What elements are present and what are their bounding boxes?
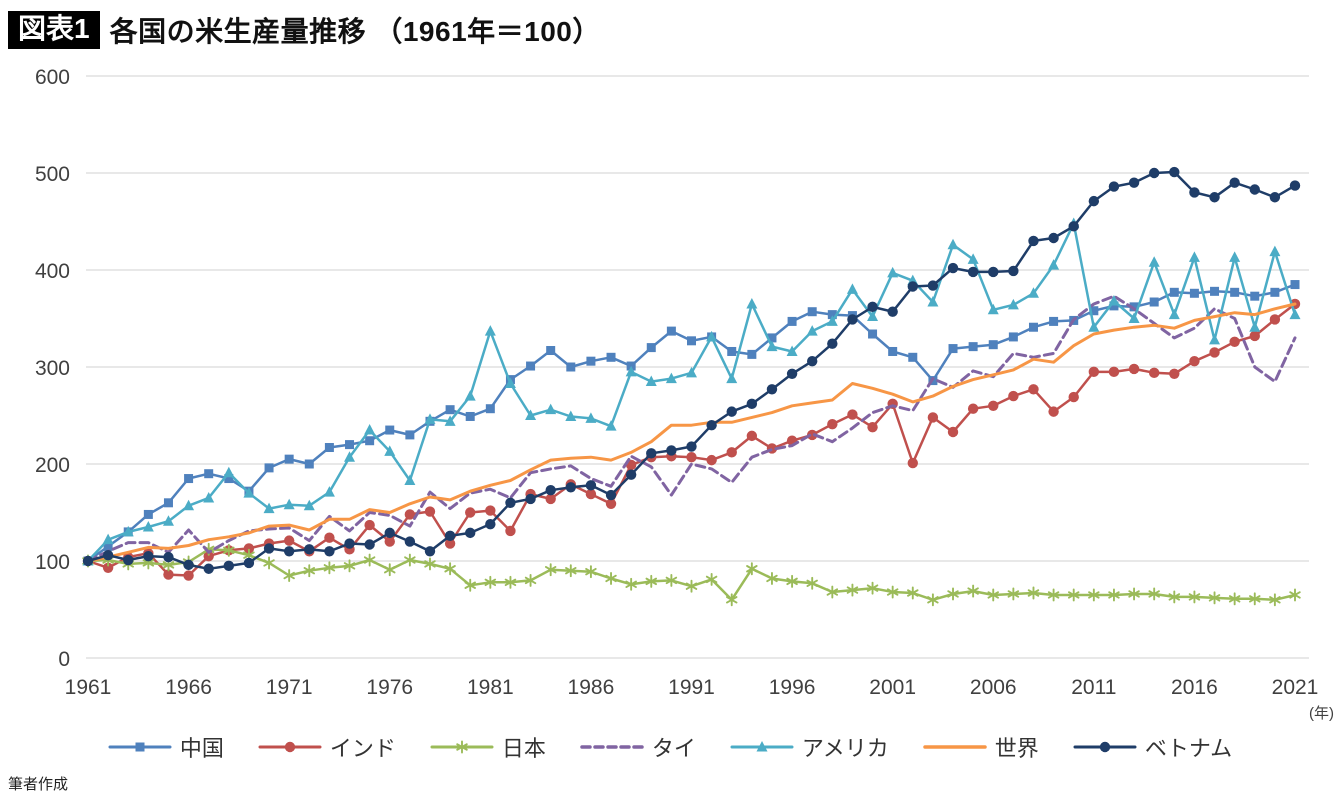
legend-label-vietnam: ベトナム	[1144, 736, 1233, 761]
y-tick-label: 300	[35, 357, 70, 380]
x-axis-unit: (年)	[1309, 705, 1334, 722]
y-tick-label: 0	[58, 648, 70, 671]
chart-area: 0 100 200 300 400 500 600 1961 1966 1971 1976 1981 1…	[0, 52, 1340, 729]
legend-swatch-india	[258, 741, 322, 753]
legend-item-japan: 日本	[430, 731, 546, 763]
legend-swatch-usa	[730, 741, 794, 752]
legend-item-world: 世界	[923, 731, 1039, 763]
x-tick-label: 1966	[165, 676, 212, 699]
legend-swatch-thailand	[580, 745, 644, 749]
legend-label-world: 世界	[994, 736, 1039, 761]
legend-swatch-world	[923, 745, 987, 749]
x-tick-label: 2021	[1272, 676, 1319, 699]
legend-label-china: 中国	[179, 736, 224, 761]
legend-marker-india	[284, 741, 296, 753]
y-tick-label: 100	[35, 551, 70, 574]
legend-marker-usa	[756, 741, 768, 752]
x-tick-label: 2001	[869, 676, 916, 699]
legend-swatch-vietnam	[1073, 741, 1137, 753]
legend-swatch-china	[108, 742, 172, 752]
x-tick-label: 1981	[467, 676, 514, 699]
y-tick-label: 600	[35, 66, 70, 89]
legend-label-usa: アメリカ	[801, 736, 889, 761]
y-tick-label: 400	[35, 260, 70, 283]
series-line-thailand	[86, 294, 1297, 563]
legend-item-thailand: タイ	[580, 731, 696, 763]
legend-item-china: 中国	[108, 731, 224, 763]
series-markers-japan	[82, 542, 1301, 607]
x-tick-label: 1971	[266, 676, 313, 699]
series-markers-vietnam	[82, 166, 1301, 574]
legend-label-japan: 日本	[501, 736, 546, 761]
source-note: 筆者作成	[8, 776, 69, 793]
series-line-china	[86, 283, 1297, 563]
y-tick-label: 200	[35, 454, 70, 477]
legend-item-vietnam: ベトナム	[1073, 731, 1232, 763]
x-tick-label: 1991	[668, 676, 715, 699]
figure-header: 図表1 各国の米生産量推移 （1961年＝100）	[0, 0, 1340, 52]
legend-label-thailand: タイ	[651, 736, 696, 761]
legend-marker-vietnam	[1099, 741, 1111, 753]
line-chart: 0 100 200 300 400 500 600 1961 1966 1971 1976 1981 1…	[35, 66, 1334, 722]
x-tick-label: 1976	[366, 676, 413, 699]
legend-marker-china	[135, 742, 145, 752]
legend-label-india: インド	[329, 736, 396, 761]
x-tick-label: 1961	[65, 676, 112, 699]
x-tick-label: 2016	[1171, 676, 1218, 699]
x-tick-label: 1996	[769, 676, 816, 699]
figure-badge: 図表1	[8, 10, 100, 50]
figure-title: 各国の米生産量推移 （1961年＝100）	[109, 16, 601, 47]
x-tick-label: 2006	[970, 676, 1017, 699]
legend-item-usa: アメリカ	[730, 731, 889, 763]
x-tick-label: 1986	[568, 676, 615, 699]
y-tick-label: 500	[35, 163, 70, 186]
series-markers-china	[83, 280, 1300, 566]
legend-item-india: インド	[258, 731, 396, 763]
legend-marker-japan	[456, 740, 468, 754]
series-line-world	[86, 302, 1297, 563]
legend-swatch-japan	[430, 740, 494, 754]
series-markers-usa	[82, 217, 1301, 566]
x-tick-label: 2011	[1071, 676, 1116, 699]
chart-legend: 中国 インド 日本 タイ アメリカ 世界 ベトナム	[0, 731, 1340, 763]
